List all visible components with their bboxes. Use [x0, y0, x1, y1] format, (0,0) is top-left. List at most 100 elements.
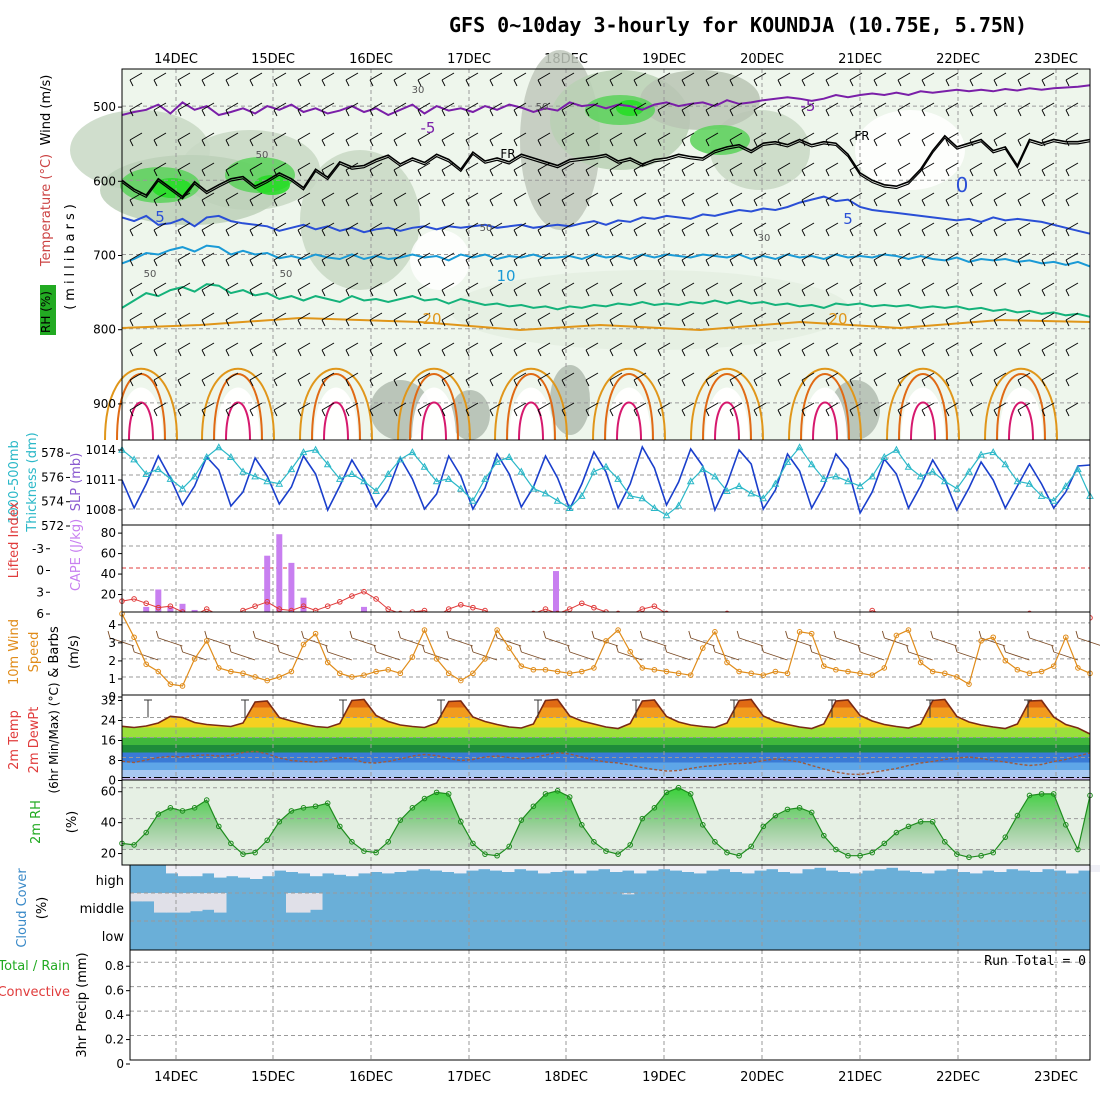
thickness-slp-lines	[118, 443, 1094, 519]
wind-barb	[441, 72, 455, 81]
wind-barb	[921, 72, 935, 81]
wind-barb	[470, 644, 474, 653]
wind-barb	[657, 282, 671, 291]
wind-barb	[956, 651, 982, 661]
cloud-cell-high	[238, 865, 251, 878]
wind-barb	[177, 132, 191, 141]
wind-barb	[177, 282, 191, 291]
wind-barb	[1041, 169, 1046, 177]
wind-barb	[681, 379, 686, 387]
wind-barb	[729, 109, 734, 117]
wind-barb	[825, 252, 839, 261]
wind-barb	[153, 402, 167, 411]
wind-barb	[369, 132, 383, 141]
wind-barb	[849, 139, 854, 147]
wind-barb	[993, 79, 998, 87]
cloud-cell-high	[586, 865, 599, 871]
wind-barb	[561, 372, 575, 381]
wind-barb	[681, 349, 686, 357]
thickness-marker	[1074, 465, 1082, 473]
lifted-index-marker	[155, 604, 162, 611]
thickness-marker	[1001, 460, 1010, 468]
wind-speed-marker	[1063, 634, 1069, 641]
wind-barb	[787, 637, 812, 647]
wind-barb	[801, 102, 815, 111]
wind-barb	[1041, 349, 1046, 357]
wind-speed-marker	[1002, 657, 1009, 664]
wind-barb	[153, 282, 167, 291]
wind-barb	[897, 79, 902, 87]
thickness-marker	[577, 491, 586, 499]
wind-barb	[705, 409, 710, 417]
isotherm-lines	[104, 72, 1091, 441]
wind-barb	[945, 342, 959, 351]
wind-barb	[273, 349, 278, 357]
thickness-marker	[311, 445, 320, 453]
wind-barb	[369, 169, 374, 177]
isotherm-30-loop	[323, 401, 349, 441]
rh-2m-marker	[748, 843, 755, 850]
wind-barb	[785, 630, 789, 639]
rh-shade-blob	[690, 125, 750, 155]
wind-barb	[873, 372, 887, 381]
wind-barb	[825, 72, 839, 81]
wind-barb	[537, 252, 551, 261]
wind-barb	[465, 282, 479, 291]
wind-barb	[729, 132, 743, 141]
wind-barb	[177, 72, 191, 81]
wind-barb	[753, 229, 758, 237]
isotherm-20-loop	[984, 367, 1058, 441]
wind-barb	[489, 169, 494, 177]
wind-barb	[633, 109, 638, 117]
wind-barb	[417, 222, 431, 231]
wind-barb	[369, 289, 374, 297]
wind-barb	[249, 169, 254, 177]
wind-barb	[513, 252, 527, 261]
rh-2m-marker	[324, 800, 331, 806]
wind-barb	[230, 651, 256, 661]
wind-barb	[753, 109, 758, 117]
isotherm-line	[121, 244, 1091, 268]
wind-barb	[393, 162, 407, 171]
wind-barb	[417, 319, 422, 327]
wind-barb	[417, 402, 431, 411]
precip-ylabel-1: Total / Rain	[0, 959, 70, 974]
rh-2m-marker	[506, 843, 513, 850]
wind-barb	[497, 637, 522, 647]
thickness-marker	[783, 457, 792, 465]
wind-barb	[537, 312, 551, 321]
wind-barb	[489, 282, 503, 291]
wind-barb	[441, 372, 455, 381]
wind-barb	[897, 229, 902, 237]
thickness-marker	[420, 462, 429, 470]
wind-barb	[921, 379, 926, 387]
wind-barb	[297, 289, 302, 297]
rh-2m-marker	[155, 811, 162, 817]
wind-barb	[897, 162, 911, 171]
wind-barb	[321, 169, 326, 177]
wind-barb	[321, 192, 335, 201]
cloud-cell-high	[946, 865, 959, 870]
wind-barb	[825, 102, 839, 111]
precip-run-total: Run Total = 0	[984, 954, 1086, 969]
cloud-cell-high	[610, 865, 623, 872]
wind-barb	[448, 637, 473, 647]
wind-speed-marker	[240, 670, 246, 677]
wind-barb	[201, 199, 206, 207]
cloud-cell-high	[454, 865, 467, 874]
wind-barb	[1017, 289, 1022, 297]
wind-barb	[969, 342, 983, 351]
wind-barb	[753, 342, 767, 351]
top-x-tick-label: 15DEC	[251, 52, 295, 67]
slp-tick-label: 1011	[85, 473, 116, 487]
wind-barb	[225, 402, 239, 411]
rh-2m-marker	[445, 791, 452, 797]
wind-barb	[825, 409, 830, 417]
wind-barb	[349, 630, 353, 639]
upper-ylabel-wind: Wind (m/s)	[39, 75, 54, 146]
cloud-cell-high	[322, 865, 335, 874]
wind-barb	[369, 72, 383, 81]
cloud-cell-high	[874, 865, 887, 870]
wind-barb	[249, 162, 263, 171]
